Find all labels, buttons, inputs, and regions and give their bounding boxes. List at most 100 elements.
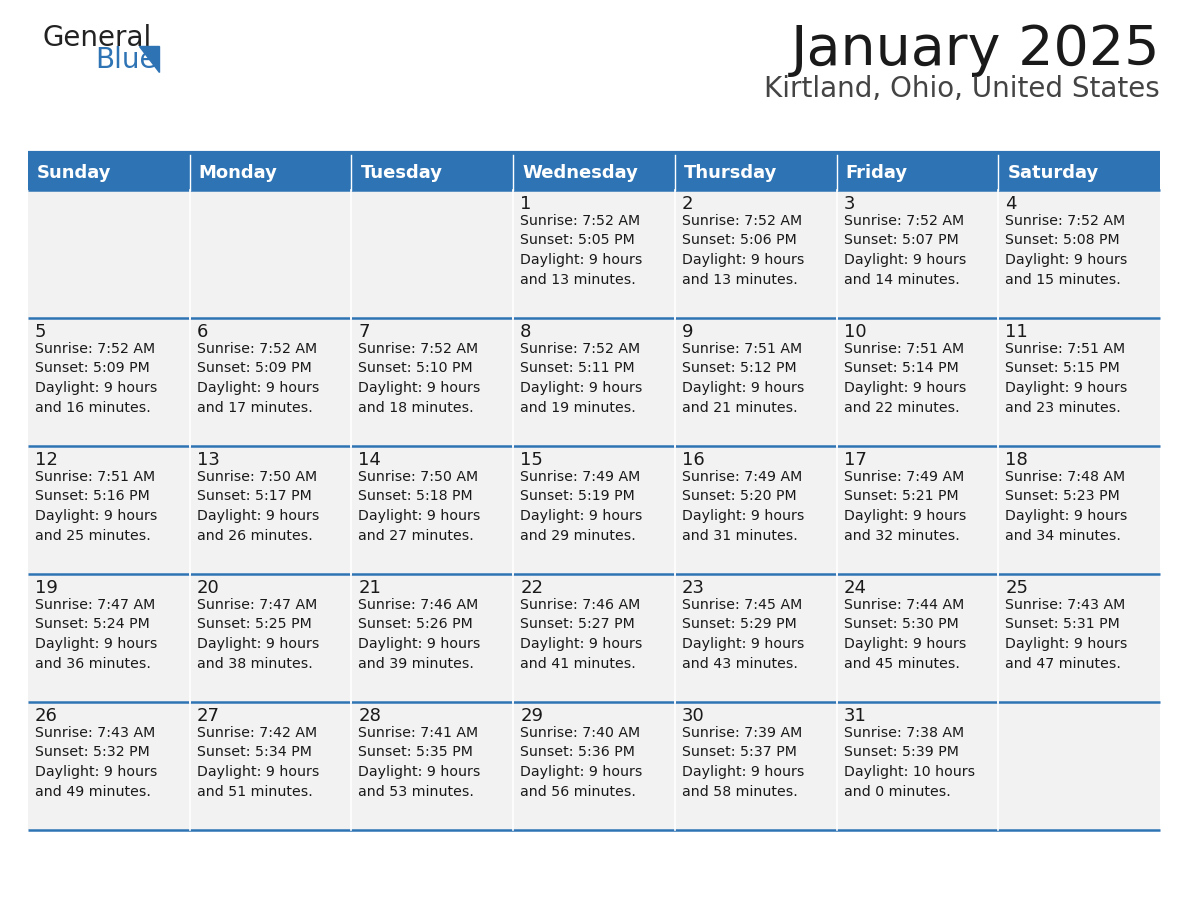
Text: Sunrise: 7:41 AM: Sunrise: 7:41 AM [359, 726, 479, 740]
Text: Daylight: 9 hours: Daylight: 9 hours [520, 509, 643, 523]
Text: Sunset: 5:30 PM: Sunset: 5:30 PM [843, 618, 959, 632]
Text: Sunset: 5:06 PM: Sunset: 5:06 PM [682, 233, 797, 248]
Bar [675, 318, 836, 446]
Text: General: General [43, 24, 152, 52]
Text: Sunrise: 7:47 AM: Sunrise: 7:47 AM [34, 598, 156, 612]
Text: Sunrise: 7:45 AM: Sunrise: 7:45 AM [682, 598, 802, 612]
Text: Sunset: 5:18 PM: Sunset: 5:18 PM [359, 489, 473, 503]
Text: 6: 6 [197, 323, 208, 341]
Text: and 43 minutes.: and 43 minutes. [682, 656, 797, 670]
Text: 12: 12 [34, 451, 58, 469]
Text: Sunrise: 7:42 AM: Sunrise: 7:42 AM [197, 726, 317, 740]
Text: Sunrise: 7:52 AM: Sunrise: 7:52 AM [1005, 214, 1125, 228]
Text: Sunrise: 7:38 AM: Sunrise: 7:38 AM [843, 726, 963, 740]
Text: Sunrise: 7:52 AM: Sunrise: 7:52 AM [843, 214, 963, 228]
Text: and 39 minutes.: and 39 minutes. [359, 656, 474, 670]
Text: Daylight: 9 hours: Daylight: 9 hours [34, 765, 157, 779]
Text: and 34 minutes.: and 34 minutes. [1005, 529, 1121, 543]
Text: Blue: Blue [95, 46, 157, 74]
Bar [513, 155, 675, 190]
Bar [998, 190, 1159, 318]
Text: Sunset: 5:31 PM: Sunset: 5:31 PM [1005, 618, 1120, 632]
Bar [190, 574, 352, 702]
Text: 11: 11 [1005, 323, 1028, 341]
Text: and 14 minutes.: and 14 minutes. [843, 273, 960, 286]
Text: Daylight: 9 hours: Daylight: 9 hours [197, 637, 320, 651]
Text: and 13 minutes.: and 13 minutes. [682, 273, 797, 286]
Text: Sunrise: 7:52 AM: Sunrise: 7:52 AM [34, 342, 156, 356]
Text: Daylight: 9 hours: Daylight: 9 hours [1005, 381, 1127, 395]
Text: Sunrise: 7:52 AM: Sunrise: 7:52 AM [359, 342, 479, 356]
Text: Wednesday: Wednesday [523, 163, 638, 182]
Text: Sunrise: 7:52 AM: Sunrise: 7:52 AM [197, 342, 317, 356]
Text: and 51 minutes.: and 51 minutes. [197, 785, 312, 799]
Text: Sunday: Sunday [37, 163, 112, 182]
Bar [190, 155, 352, 190]
Text: Sunset: 5:34 PM: Sunset: 5:34 PM [197, 745, 311, 759]
Bar [836, 318, 998, 446]
Bar [29, 446, 190, 574]
Text: Sunset: 5:23 PM: Sunset: 5:23 PM [1005, 489, 1120, 503]
Text: Sunrise: 7:51 AM: Sunrise: 7:51 AM [1005, 342, 1125, 356]
Text: 10: 10 [843, 323, 866, 341]
Text: Daylight: 9 hours: Daylight: 9 hours [1005, 509, 1127, 523]
Bar [675, 190, 836, 318]
Text: Sunset: 5:05 PM: Sunset: 5:05 PM [520, 233, 634, 248]
Text: Daylight: 9 hours: Daylight: 9 hours [359, 637, 481, 651]
Text: Sunset: 5:27 PM: Sunset: 5:27 PM [520, 618, 634, 632]
Text: 22: 22 [520, 579, 543, 597]
Bar [836, 702, 998, 830]
Text: Daylight: 9 hours: Daylight: 9 hours [520, 765, 643, 779]
Bar [352, 702, 513, 830]
Text: Sunrise: 7:39 AM: Sunrise: 7:39 AM [682, 726, 802, 740]
Text: Sunrise: 7:43 AM: Sunrise: 7:43 AM [1005, 598, 1125, 612]
Text: 27: 27 [197, 707, 220, 725]
Text: Daylight: 9 hours: Daylight: 9 hours [34, 509, 157, 523]
Text: Sunset: 5:09 PM: Sunset: 5:09 PM [34, 362, 150, 375]
Bar [675, 702, 836, 830]
Text: Daylight: 9 hours: Daylight: 9 hours [197, 509, 320, 523]
Text: Sunrise: 7:43 AM: Sunrise: 7:43 AM [34, 726, 156, 740]
Text: Sunset: 5:26 PM: Sunset: 5:26 PM [359, 618, 473, 632]
Bar [513, 574, 675, 702]
Bar [352, 190, 513, 318]
Text: Sunset: 5:17 PM: Sunset: 5:17 PM [197, 489, 311, 503]
Bar [29, 574, 190, 702]
Text: Daylight: 9 hours: Daylight: 9 hours [1005, 253, 1127, 267]
Text: Sunset: 5:21 PM: Sunset: 5:21 PM [843, 489, 959, 503]
Bar [675, 155, 836, 190]
Text: Sunrise: 7:51 AM: Sunrise: 7:51 AM [34, 470, 156, 484]
Bar [998, 155, 1159, 190]
Bar [190, 446, 352, 574]
Text: Sunset: 5:14 PM: Sunset: 5:14 PM [843, 362, 959, 375]
Text: and 29 minutes.: and 29 minutes. [520, 529, 636, 543]
Bar [352, 574, 513, 702]
Text: 24: 24 [843, 579, 866, 597]
Text: Daylight: 9 hours: Daylight: 9 hours [682, 381, 804, 395]
Text: Daylight: 9 hours: Daylight: 9 hours [520, 637, 643, 651]
Text: Sunset: 5:25 PM: Sunset: 5:25 PM [197, 618, 311, 632]
Text: 31: 31 [843, 707, 866, 725]
Text: Sunset: 5:39 PM: Sunset: 5:39 PM [843, 745, 959, 759]
Bar [29, 702, 190, 830]
Text: Sunset: 5:08 PM: Sunset: 5:08 PM [1005, 233, 1120, 248]
Bar [998, 574, 1159, 702]
Text: Sunset: 5:10 PM: Sunset: 5:10 PM [359, 362, 473, 375]
Polygon shape [139, 46, 158, 72]
Bar [29, 318, 190, 446]
Text: Thursday: Thursday [684, 163, 777, 182]
Text: and 21 minutes.: and 21 minutes. [682, 400, 797, 415]
Text: and 15 minutes.: and 15 minutes. [1005, 273, 1121, 286]
Text: Daylight: 9 hours: Daylight: 9 hours [197, 381, 320, 395]
Text: and 45 minutes.: and 45 minutes. [843, 656, 960, 670]
Text: and 49 minutes.: and 49 minutes. [34, 785, 151, 799]
Text: Sunset: 5:15 PM: Sunset: 5:15 PM [1005, 362, 1120, 375]
Bar [998, 318, 1159, 446]
Text: Daylight: 9 hours: Daylight: 9 hours [359, 381, 481, 395]
Bar [513, 446, 675, 574]
Bar [190, 318, 352, 446]
Text: 21: 21 [359, 579, 381, 597]
Text: Daylight: 9 hours: Daylight: 9 hours [682, 637, 804, 651]
Text: 7: 7 [359, 323, 369, 341]
Bar [836, 190, 998, 318]
